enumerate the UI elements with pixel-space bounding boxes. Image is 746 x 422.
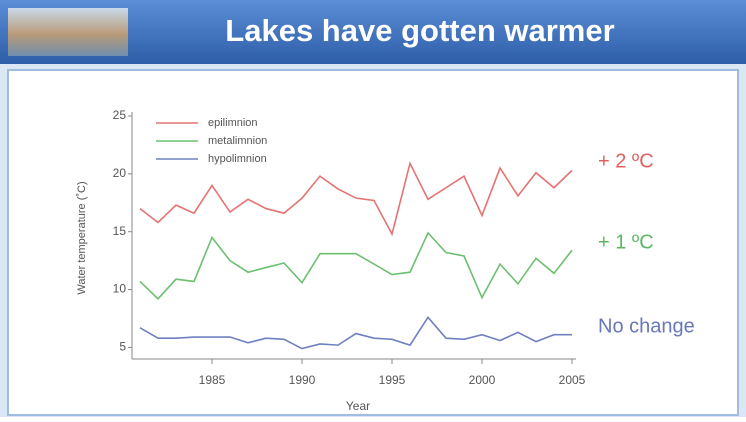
x-tick-label: 2005 <box>559 373 586 387</box>
slide-body <box>7 69 739 416</box>
y-axis-label: Water temperature (˚C) <box>76 181 88 294</box>
series-line <box>139 231 573 300</box>
y-tick-label: 20 <box>113 166 127 180</box>
x-axis-label: Year <box>346 399 370 413</box>
annotation: + 2 ºC <box>598 150 654 172</box>
header-photo <box>8 8 128 56</box>
slide-title: Lakes have gotten warmer <box>225 13 614 48</box>
series-line <box>139 316 572 350</box>
y-tick-label: 15 <box>113 224 127 238</box>
legend-label: epilimnion <box>208 117 258 129</box>
annotation: + 1 ºC <box>598 231 654 253</box>
x-tick-label: 1985 <box>199 373 226 387</box>
x-tick-label: 2000 <box>469 373 496 387</box>
series-line <box>139 161 573 237</box>
annotation: No change <box>598 315 695 337</box>
legend-label: hypolimnion <box>208 153 267 165</box>
y-tick-label: 5 <box>119 340 126 354</box>
x-tick-label: 1995 <box>379 373 406 387</box>
legend-label: metalimnion <box>208 135 267 147</box>
x-tick-label: 1990 <box>289 373 316 387</box>
y-tick-label: 25 <box>113 108 127 122</box>
y-tick-label: 10 <box>113 282 127 296</box>
